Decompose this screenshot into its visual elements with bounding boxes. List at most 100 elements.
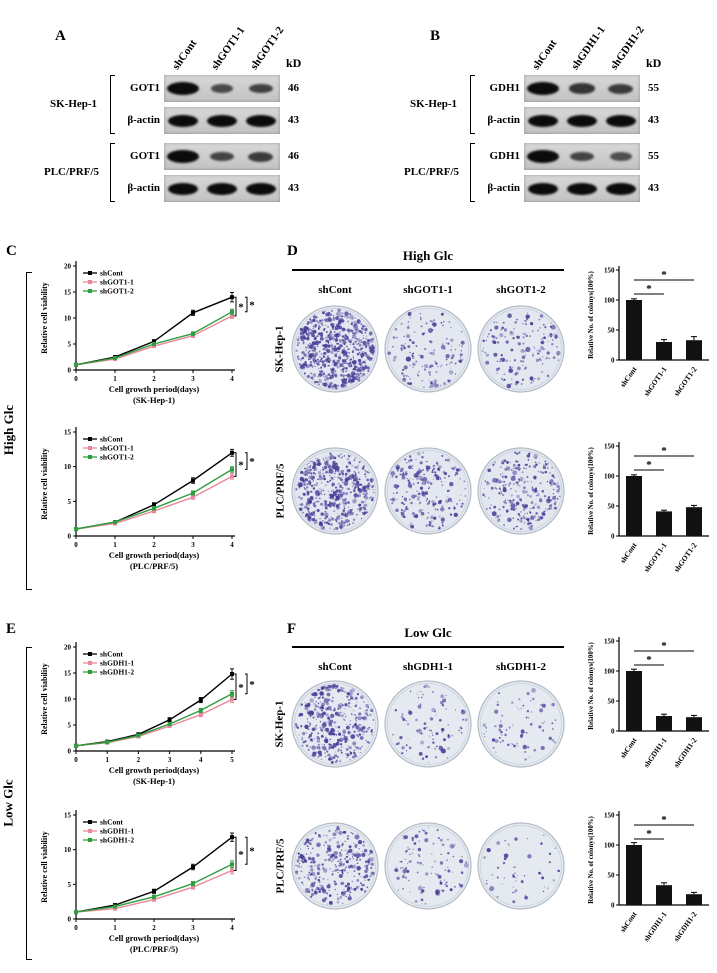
colony-plate [476,821,566,911]
svg-text:shCont: shCont [618,736,639,760]
svg-text:Relative No. of colonys(100%): Relative No. of colonys(100%) [588,642,595,730]
title-underline [292,646,564,648]
panel-c-growth-curves-high-glc: C High Glc 0 5 10 15 20 0 1 2 3 4 shCont shGOT1-1 sh… [0,240,285,614]
wb-band [207,182,237,195]
mw-label: 46 [288,82,299,94]
bar-chart-sk-hep-1-high-glc: 0 50 100 150 shCont shGOT1-1 shGOT1-2 * * Relativ… [585,256,715,428]
svg-text:10: 10 [64,315,72,323]
colony-row-label-wrap: PLC/PRF/5 [272,446,288,536]
panel-a-western-blot: A shCont shGOT1-1 shGOT1-2 kD SK-Hep-1 P… [40,14,360,232]
svg-text:shCont: shCont [618,910,639,934]
svg-text:10: 10 [64,846,72,854]
cellline-label: SK-Hep-1 [50,98,98,110]
svg-text:Relative cell viability: Relative cell viability [40,282,49,354]
svg-text:*: * [646,654,652,666]
wb-band [248,83,273,94]
wb-band [207,114,237,127]
wb-band-strip [524,75,640,102]
svg-text:shCont: shCont [618,541,639,565]
line-chart-sk-hep-1-low-glc: 0 5 10 15 20 0 1 2 3 4 5 shCont shGDH1-1 shGDH1-2 * * Ce… [38,635,268,800]
svg-text:3: 3 [191,375,195,383]
svg-text:150: 150 [604,812,615,820]
panel-f-colony-low-glc: F Low Glc shCont shGDH1-1 shGDH1-2 SK-He… [272,615,717,973]
svg-text:5: 5 [68,498,72,506]
line-chart-plc-prf-5-low-glc: 0 5 10 15 0 1 2 3 4 shCont shGDH1-1 shGDH1-2 * * Cell … [38,803,268,968]
svg-text:0: 0 [611,728,615,736]
wb-band [528,182,559,195]
svg-text:shGOT1-2: shGOT1-2 [100,453,134,462]
svg-text:0: 0 [611,533,615,541]
colony-row-label-wrap: SK-Hep-1 [272,679,288,769]
wb-band-strip [524,175,640,202]
wb-band [248,151,274,162]
wb-band [569,83,595,94]
svg-text:shCont: shCont [100,818,123,827]
mw-label: 43 [648,182,659,194]
svg-text:10: 10 [64,463,72,471]
wb-band-strip [164,107,280,134]
svg-text:0: 0 [74,924,78,932]
svg-text:Relative No. of colonys(100%): Relative No. of colonys(100%) [588,271,595,359]
svg-text:*: * [646,459,652,471]
svg-text:*: * [238,849,244,861]
svg-text:(PLC/PRF/5): (PLC/PRF/5) [130,944,178,954]
wb-band [605,182,636,195]
protein-label: GDH1 [489,82,520,94]
low-glc-bracket [26,647,32,960]
title-underline [292,269,564,271]
plate-svg [291,680,379,768]
svg-text:0: 0 [68,367,72,375]
protein-label: β-actin [127,182,160,194]
svg-text:Relative No. of colonys(100%): Relative No. of colonys(100%) [588,816,595,904]
cellline-bracket [110,75,115,134]
protein-label: GOT1 [130,82,160,94]
svg-text:15: 15 [64,670,72,678]
wb-band [168,182,199,195]
mw-label: 46 [288,150,299,162]
plate-svg [384,305,472,393]
colony-plate [290,446,380,536]
svg-text:shGOT1-1: shGOT1-1 [642,365,669,398]
svg-text:*: * [249,846,255,858]
cellline-bracket [470,75,475,134]
lane-label: shGDH1-1 [569,24,608,72]
high-glc-side-label-wrap: High Glc [0,270,18,590]
svg-text:3: 3 [191,541,195,549]
svg-text:0: 0 [74,756,78,764]
svg-text:*: * [238,682,244,694]
svg-text:10: 10 [64,696,72,704]
colony-col-label: shGOT1-1 [403,284,453,296]
wb-band [528,114,559,127]
svg-text:shGDH1-1: shGDH1-1 [642,910,669,943]
svg-text:*: * [661,814,667,826]
lane-label: shGDH1-2 [608,24,647,72]
svg-text:Relative cell viability: Relative cell viability [40,663,49,735]
plate-svg [384,680,472,768]
cellline-bracket [470,143,475,202]
svg-text:1: 1 [113,375,117,383]
svg-text:100: 100 [604,842,615,850]
panel-f-letter: F [287,621,297,637]
wb-band-strip [164,75,280,102]
lane-label: shCont [170,37,200,72]
lane-label: shCont [530,37,560,72]
svg-text:2: 2 [137,756,141,764]
svg-text:Relative No. of colonys(100%): Relative No. of colonys(100%) [588,447,595,535]
wb-band [210,151,234,162]
svg-text:15: 15 [64,289,72,297]
plate-svg [477,305,565,393]
wb-band [245,182,276,195]
svg-text:*: * [249,299,255,311]
colony-row-label-wrap: SK-Hep-1 [272,304,288,394]
mw-label: 43 [288,182,299,194]
svg-text:*: * [249,456,255,468]
svg-text:shCont: shCont [100,269,123,278]
wb-band [168,114,199,127]
colony-col-label: shCont [318,661,352,673]
high-glc-side-label: High Glc [1,404,17,456]
wb-band-strip [524,107,640,134]
svg-text:0: 0 [68,533,72,541]
colony-plate [290,821,380,911]
colony-plate [290,304,380,394]
